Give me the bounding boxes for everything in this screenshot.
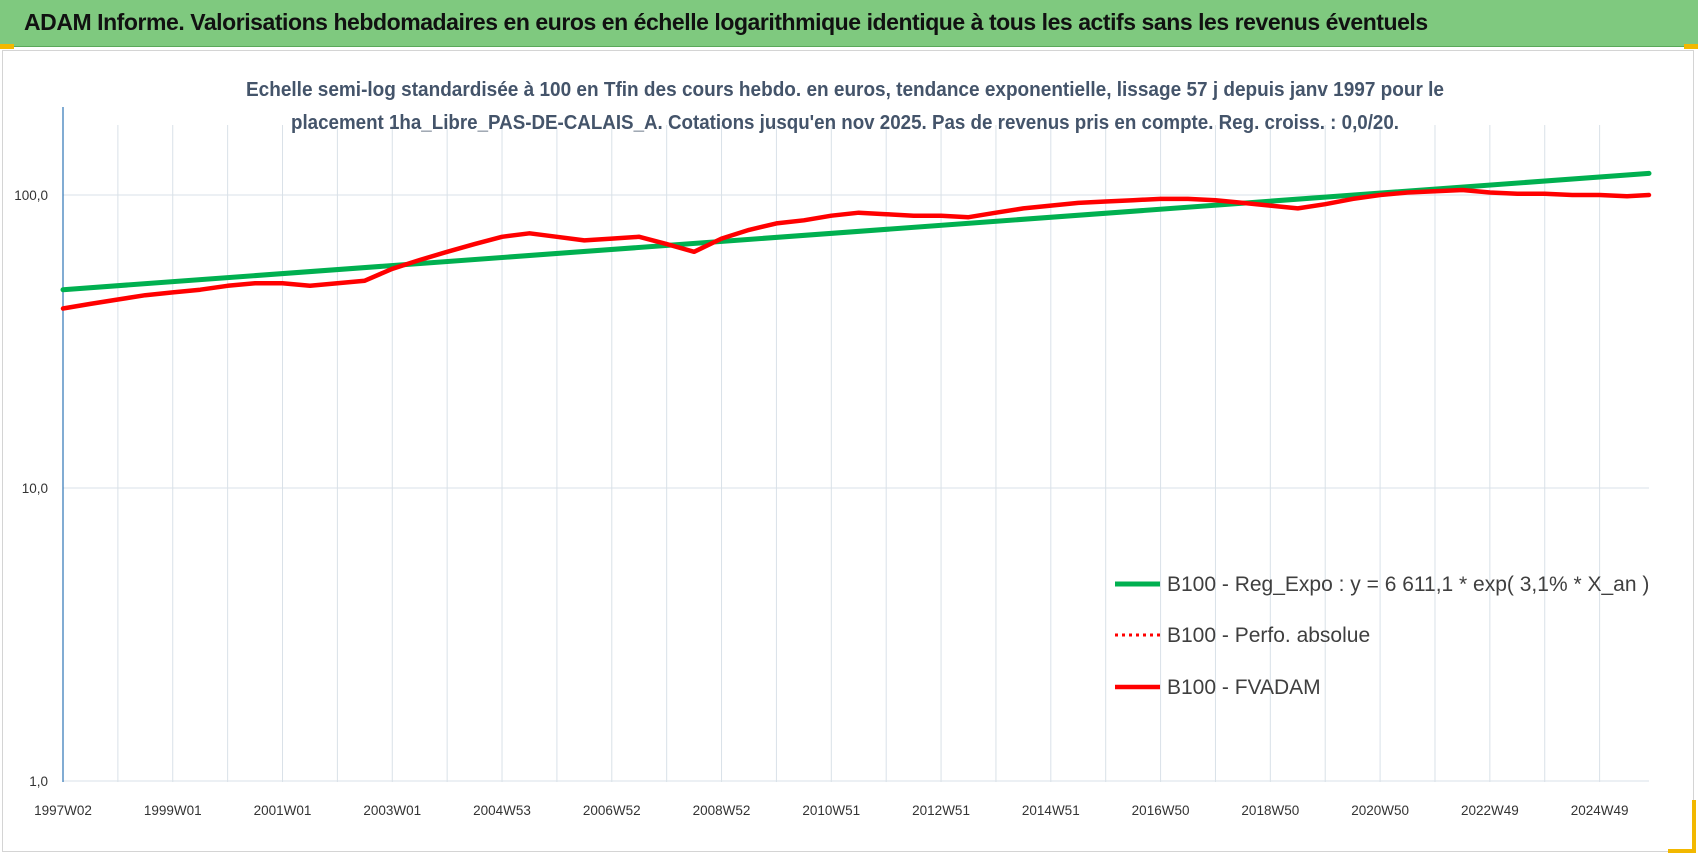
x-tick-label: 2014W51 [1022,803,1080,818]
y-tick-label: 1,0 [29,774,48,789]
axis-layer: 1,0 10,0 100,0 1997W02 1999W01 2001W01 2003W01… [14,107,1629,818]
corner-marker-bottom-right-h [1668,849,1696,853]
legend-label: B100 - Perfo. absolue [1167,624,1370,647]
x-tick-label: 2020W50 [1351,803,1409,818]
x-tick-label: 2008W52 [693,803,751,818]
x-tick-label: 2003W01 [363,803,421,818]
x-tick-label: 2018W50 [1241,803,1299,818]
x-tick-label: 2024W49 [1571,803,1629,818]
x-tick-label: 1997W02 [34,803,92,818]
x-tick-label: 2006W52 [583,803,641,818]
legend: B100 - Reg_Expo : y = 6 611,1 * exp( 3,1… [1115,573,1649,699]
corner-marker-top-right [1684,44,1698,49]
series-layer [60,170,1652,311]
corner-marker-top-left [0,44,14,49]
series-line-fvadam [60,187,1652,311]
x-tick-label: 2001W01 [254,803,312,818]
legend-label: B100 - Reg_Expo : y = 6 611,1 * exp( 3,1… [1167,573,1649,596]
chart-title-line-1: Echelle semi-log standardisée à 100 en T… [246,79,1444,101]
legend-label: B100 - FVADAM [1167,676,1321,699]
x-tick-label: 2016W50 [1132,803,1190,818]
x-tick-label: 1999W01 [144,803,202,818]
header-banner: ADAM Informe. Valorisations hebdomadaire… [0,0,1698,47]
corner-marker-bottom-right-v [1692,800,1696,852]
y-tick-label: 10,0 [22,481,48,496]
page-title: ADAM Informe. Valorisations hebdomadaire… [24,9,1428,35]
chart-title: Echelle semi-log standardisée à 100 en T… [246,79,1444,134]
x-tick-label: 2022W49 [1461,803,1519,818]
x-tick-label: 2004W53 [473,803,531,818]
chart-title-line-2: placement 1ha_Libre_PAS-DE-CALAIS_A. Cot… [291,112,1399,134]
x-tick-label: 2010W51 [802,803,860,818]
grid-layer [62,125,1649,782]
x-tick-label: 2012W51 [912,803,970,818]
chart-frame [2,50,1694,852]
y-tick-label: 100,0 [14,188,48,203]
